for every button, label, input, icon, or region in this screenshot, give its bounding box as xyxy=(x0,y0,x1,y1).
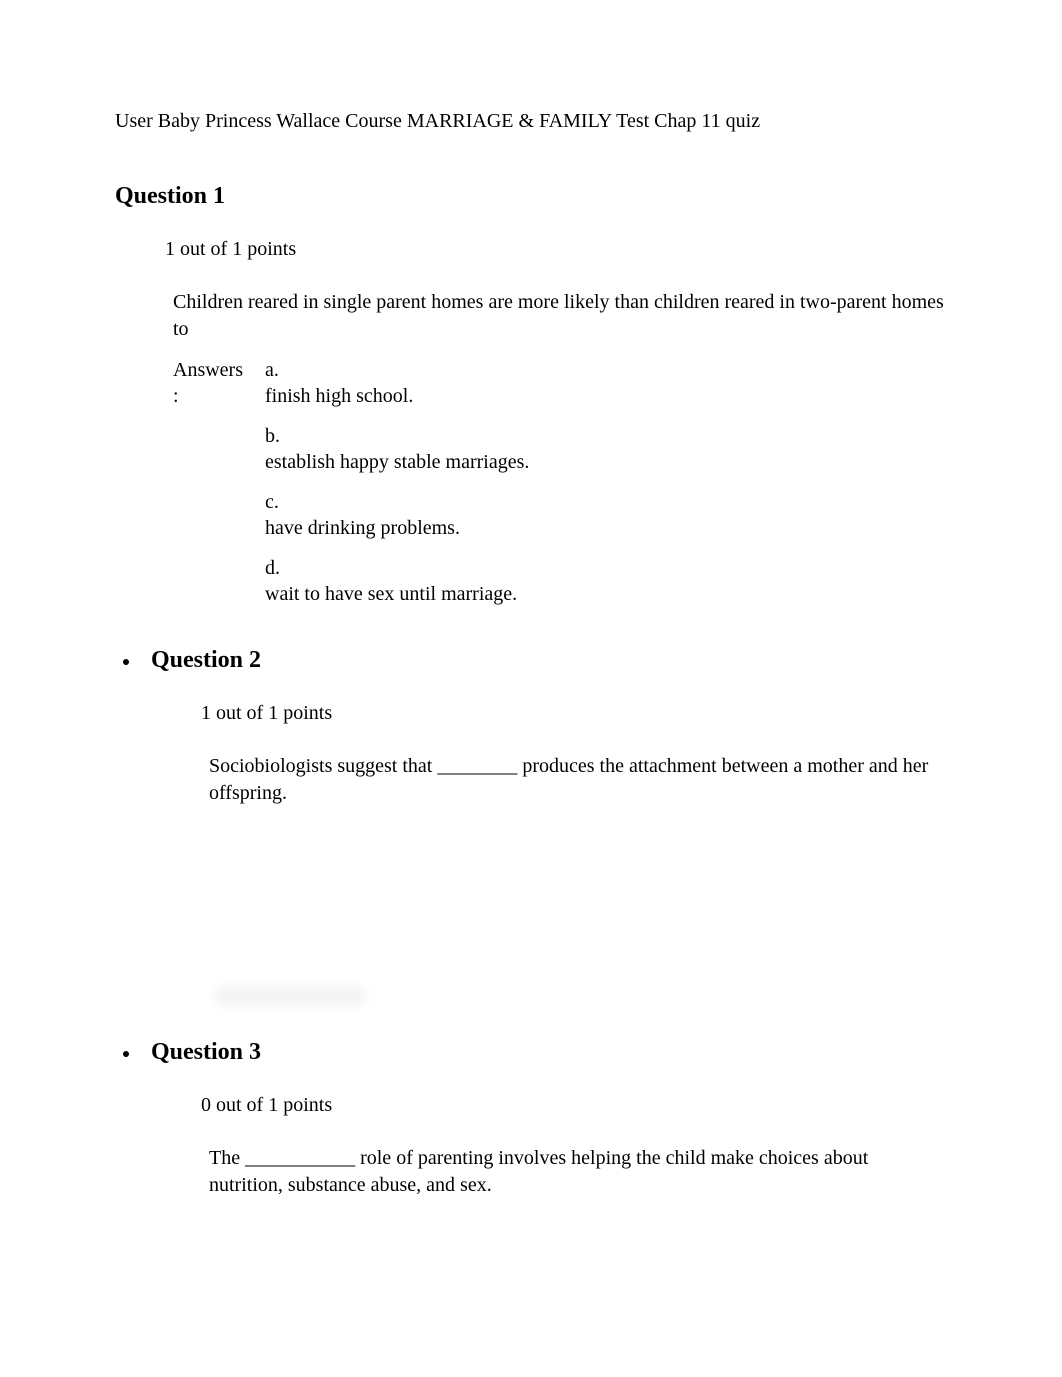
question-heading: Question 1 xyxy=(115,183,947,210)
question-body: Sociobiologists suggest that ________ pr… xyxy=(209,753,947,807)
option-text: establish happy stable marriages. xyxy=(265,451,529,473)
question-2: Question 2 1 out of 1 points Sociobiolog… xyxy=(141,647,947,807)
answer-option: b. establish happy stable marriages. xyxy=(265,423,529,475)
question-list: Question 2 1 out of 1 points Sociobiolog… xyxy=(115,647,947,807)
points-text: 0 out of 1 points xyxy=(201,1094,947,1117)
question-prompt: Children reared in single parent homes a… xyxy=(173,289,947,343)
question-heading: Question 3 xyxy=(151,1039,947,1066)
question-prompt: Sociobiologists suggest that ________ pr… xyxy=(209,753,947,807)
option-text: finish high school. xyxy=(265,385,413,407)
question-heading: Question 2 xyxy=(151,647,947,674)
question-3: Question 3 0 out of 1 points The _______… xyxy=(141,1039,947,1199)
answers-label-line2: : xyxy=(173,385,179,407)
blurred-content xyxy=(215,987,365,1005)
answer-option: d. wait to have sex until marriage. xyxy=(265,555,529,607)
question-block: 1 out of 1 points Sociobiologists sugges… xyxy=(201,702,947,807)
question-prompt: The ___________ role of parenting involv… xyxy=(209,1145,947,1199)
points-text: 1 out of 1 points xyxy=(165,238,947,261)
option-text: have drinking problems. xyxy=(265,517,460,539)
option-text: wait to have sex until marriage. xyxy=(265,583,517,605)
question-block: 0 out of 1 points The ___________ role o… xyxy=(201,1094,947,1199)
answers-table: Answers : a. finish high school. b. esta… xyxy=(173,357,529,607)
question-1: Question 1 1 out of 1 points Children re… xyxy=(115,183,947,607)
answers-label: Answers : xyxy=(173,357,265,607)
option-letter: d. xyxy=(265,557,280,579)
answer-option: a. finish high school. xyxy=(265,357,529,409)
option-letter: c. xyxy=(265,491,279,513)
question-list: Question 3 0 out of 1 points The _______… xyxy=(115,1039,947,1199)
question-block: 1 out of 1 points Children reared in sin… xyxy=(165,238,947,607)
answer-option: c. have drinking problems. xyxy=(265,489,529,541)
option-letter: a. xyxy=(265,359,279,381)
page: User Baby Princess Wallace Course MARRIA… xyxy=(0,0,1062,1299)
header-line: User Baby Princess Wallace Course MARRIA… xyxy=(115,110,947,133)
answers-options: a. finish high school. b. establish happ… xyxy=(265,357,529,607)
question-body: Children reared in single parent homes a… xyxy=(173,289,947,607)
question-body: The ___________ role of parenting involv… xyxy=(209,1145,947,1199)
option-letter: b. xyxy=(265,425,280,447)
answers-label-line1: Answers xyxy=(173,359,243,381)
points-text: 1 out of 1 points xyxy=(201,702,947,725)
